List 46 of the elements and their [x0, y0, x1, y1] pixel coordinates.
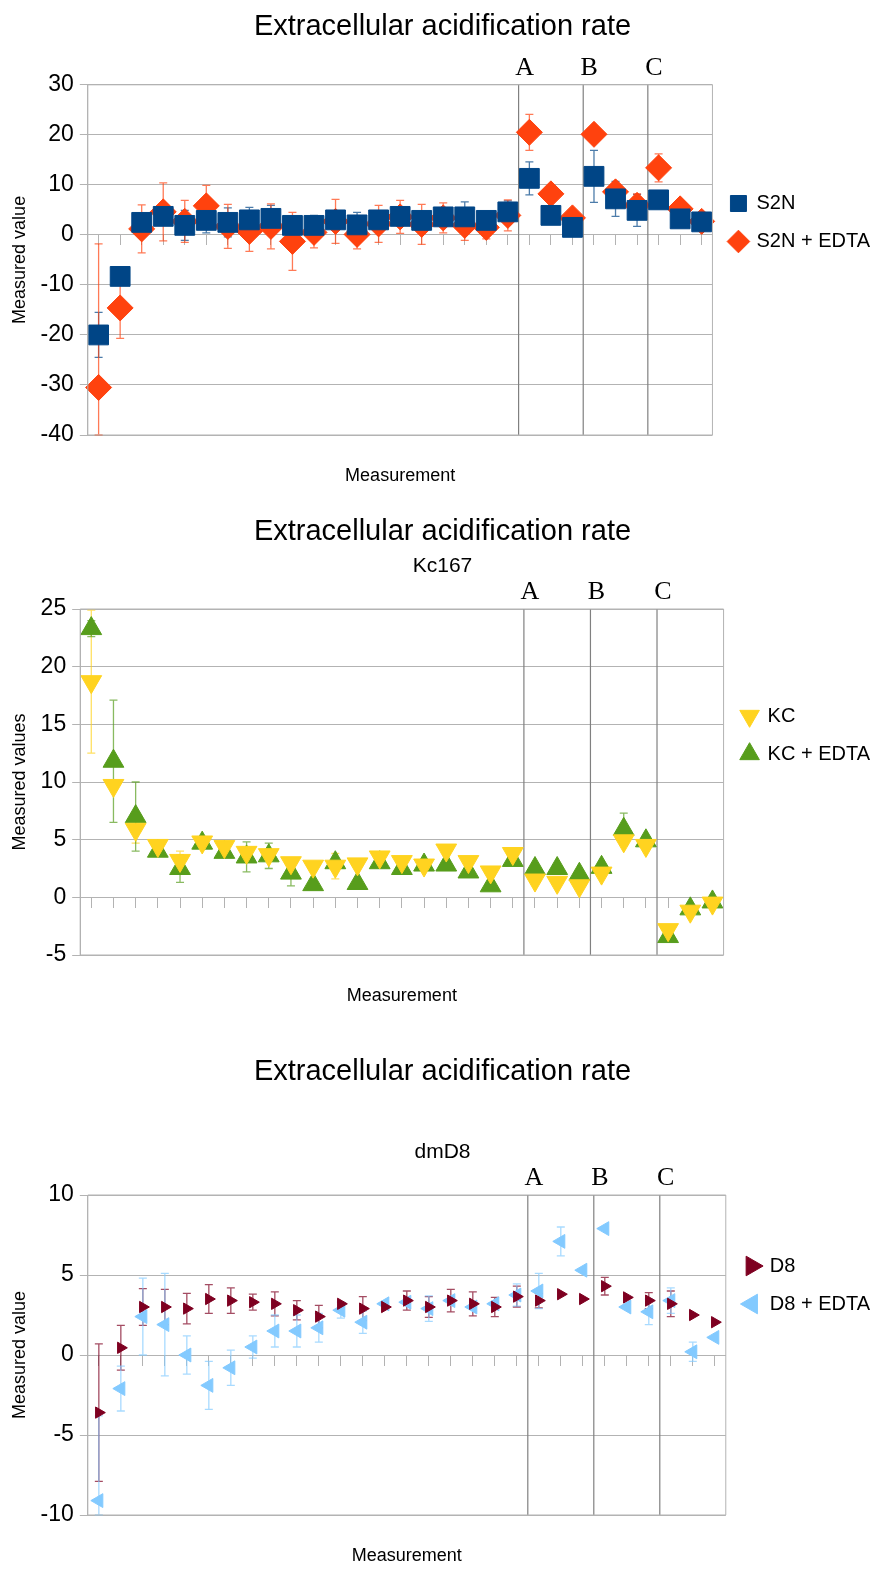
chart-subtitle: Kc167	[412, 553, 473, 577]
legend-label: KC	[767, 703, 796, 726]
y-tick-label: 20	[48, 120, 74, 147]
chart-title: Extracellular acidification rate	[253, 514, 632, 547]
legend-label: KC + EDTA	[767, 741, 871, 764]
legend-label: S2N	[756, 191, 796, 214]
text: C	[654, 575, 672, 605]
y-tick-label: -20	[40, 320, 74, 347]
text: C	[645, 51, 663, 81]
y-tick-label: -40	[40, 420, 74, 447]
x-axis-title: Measurement	[345, 464, 456, 485]
y-axis-title: Measured value	[8, 195, 29, 324]
y-tick-label: 10	[48, 1180, 74, 1207]
y-tick-label: 5	[53, 825, 67, 852]
y-tick-label: 10	[48, 170, 74, 197]
y-axis-title: Measured value	[8, 1290, 29, 1420]
y-tick-label: 30	[48, 70, 74, 97]
y-tick-label: 15	[40, 709, 67, 736]
text: A	[520, 575, 540, 605]
text: A	[515, 51, 535, 81]
y-tick-label: 20	[40, 652, 67, 679]
legend-label: S2N + EDTA	[756, 229, 871, 252]
y-tick-label: 5	[61, 1260, 74, 1287]
legend-label: D8 + EDTA	[769, 1291, 871, 1314]
y-tick-label: -30	[40, 370, 74, 397]
chart-subtitle: dmD8	[414, 1139, 471, 1163]
y-tick-label: 0	[61, 220, 74, 247]
y-tick-label: -10	[40, 1500, 74, 1527]
y-tick-label: 10	[40, 767, 67, 794]
y-tick-label: -10	[40, 270, 74, 297]
text: B	[591, 1161, 609, 1191]
y-axis-title: Measured values	[8, 713, 29, 851]
text: A	[524, 1161, 544, 1191]
text: B	[580, 51, 598, 81]
y-tick-label: -5	[45, 940, 67, 967]
y-tick-label: 0	[53, 882, 67, 909]
x-axis-title: Measurement	[351, 1544, 462, 1565]
chart-title: Extracellular acidification rate	[253, 9, 632, 42]
chart-title: Extracellular acidification rate	[253, 1054, 632, 1087]
y-tick-label: 25	[40, 594, 67, 621]
text: C	[657, 1161, 675, 1191]
y-tick-label: 0	[61, 1340, 74, 1367]
text: B	[587, 575, 606, 605]
y-tick-label: -5	[53, 1420, 74, 1447]
x-axis-title: Measurement	[346, 984, 457, 1005]
legend-label: D8	[769, 1253, 796, 1276]
